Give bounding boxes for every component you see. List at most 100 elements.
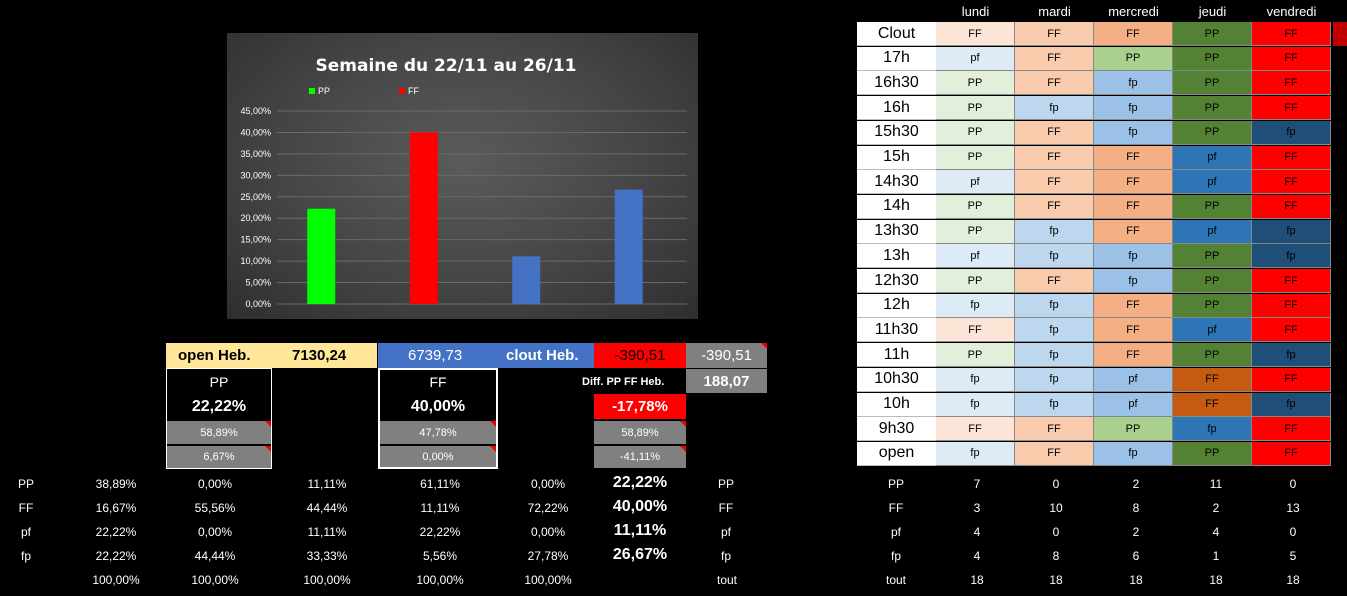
day-header-jeudi: jeudi <box>1198 4 1227 19</box>
table-cell: 16,67% <box>95 501 137 515</box>
schedule-cell: FF <box>1094 293 1173 318</box>
time-label: 12h <box>857 293 936 318</box>
table-cell: 22,22% <box>419 525 461 539</box>
schedule-cell: fp <box>1252 120 1331 145</box>
schedule-cell: FF <box>1173 392 1252 417</box>
count-cell: 3 <box>973 501 981 515</box>
table-cell: 0,00% <box>197 477 233 491</box>
schedule-cell: FF <box>1015 170 1094 195</box>
schedule-cell: FF <box>1015 417 1094 442</box>
diff-pct-cell: -17,78% <box>594 394 686 419</box>
schedule-cell: fp <box>1015 367 1094 392</box>
count-cell: 8 <box>1132 501 1140 515</box>
time-label: 16h30 <box>857 71 936 96</box>
row-tag: PP <box>717 477 735 491</box>
open-heb-value: 7130,24 <box>292 347 347 364</box>
schedule-cell: fp <box>1252 392 1331 417</box>
footer-cell: 100,00% <box>524 573 572 587</box>
y-tick-label: 15,00% <box>240 235 271 245</box>
schedule-cell: FF <box>1252 170 1331 195</box>
diff-sub2: -41,11% <box>594 446 686 468</box>
diff-label: Diff. PP FF Heb. <box>582 376 665 388</box>
y-tick-label: 5,00% <box>245 278 271 288</box>
schedule-cell: FF <box>1015 120 1094 145</box>
time-label: 11h <box>857 343 936 368</box>
schedule-cell: fp <box>1094 244 1173 269</box>
schedule-cell: PP <box>1173 244 1252 269</box>
time-label: Clout <box>857 22 936 46</box>
schedule-cell: fp <box>1173 417 1252 442</box>
day-header-mardi: mardi <box>1038 4 1071 19</box>
schedule-cell: PP <box>1173 96 1252 121</box>
pp-box <box>166 368 272 469</box>
day-header-mercredi: mercredi <box>1108 4 1159 19</box>
table-cell: 11,11% <box>307 525 347 539</box>
schedule-cell: PP <box>1173 71 1252 96</box>
count-cell: 0 <box>1289 525 1297 539</box>
ff-sub2: 0,00% <box>380 446 496 467</box>
table-cell: 44,44% <box>194 549 236 563</box>
clout-diff-value: -390,51 <box>614 347 666 364</box>
legend-swatch-pp <box>309 88 315 94</box>
time-label: 14h <box>857 194 936 219</box>
schedule-cell: fp <box>936 367 1015 392</box>
row-label: PP <box>17 477 35 491</box>
table-cell: 55,56% <box>194 501 236 515</box>
scroll-marker <box>1333 22 1347 46</box>
row-tag: pf <box>720 525 732 539</box>
schedule-cell: PP <box>1173 269 1252 293</box>
time-label: 12h30 <box>857 269 936 293</box>
ff-title: FF <box>429 374 447 390</box>
row-total: 40,00% <box>612 498 668 515</box>
row-tag: fp <box>720 549 732 563</box>
y-tick-label: 45,00% <box>240 106 271 116</box>
time-label: 13h <box>857 244 936 269</box>
clout-heb-cell <box>378 343 594 368</box>
schedule-cell: pf <box>1094 392 1173 417</box>
count-cell: 2 <box>1212 501 1220 515</box>
count-cell: 2 <box>1132 477 1140 491</box>
schedule-cell: fp <box>1015 318 1094 343</box>
schedule-cell: FF <box>1094 343 1173 368</box>
footer-cell: 100,00% <box>416 573 464 587</box>
chart-canvas: Semaine du 22/11 au 26/11 PP FF 0,00% 5,00% 1… <box>240 56 687 309</box>
schedule-cell: FF <box>1252 22 1331 46</box>
schedule-cell: FF <box>1015 269 1094 293</box>
legend-label-ff: FF <box>408 86 419 96</box>
schedule-cell: FF <box>936 417 1015 442</box>
schedule-cell: fp <box>936 293 1015 318</box>
day-header-vendredi: vendredi <box>1266 4 1317 19</box>
y-tick-label: 40,00% <box>240 127 271 137</box>
schedule-cell: PP <box>1094 46 1173 71</box>
count-cell: 2 <box>1132 525 1140 539</box>
schedule-cell: pf <box>1094 367 1173 392</box>
time-label: 13h30 <box>857 219 936 244</box>
schedule-cell: fp <box>1015 96 1094 121</box>
legend-label-pp: PP <box>318 86 330 96</box>
schedule-cell: PP <box>936 219 1015 244</box>
row-total: 11,11% <box>613 522 667 539</box>
row-label: fp <box>20 549 32 563</box>
schedule-cell: FF <box>1252 293 1331 318</box>
footer-cell: 100,00% <box>191 573 239 587</box>
schedule-cell: pf <box>1173 318 1252 343</box>
schedule-cell: PP <box>936 194 1015 219</box>
schedule-cell: FF <box>1094 170 1173 195</box>
count-cell: 4 <box>973 549 981 563</box>
table-cell: 22,22% <box>95 549 137 563</box>
schedule-cell: fp <box>1252 219 1331 244</box>
count-cell: 7 <box>973 477 981 491</box>
time-label: 15h <box>857 145 936 170</box>
table-cell: 11,11% <box>420 501 460 515</box>
legend-swatch-ff <box>399 88 405 94</box>
schedule-cell: PP <box>1173 441 1252 466</box>
schedule-cell: FF <box>1015 71 1094 96</box>
table-cell: 61,11% <box>420 477 460 491</box>
schedule-cell: FF <box>936 22 1015 46</box>
schedule-cell: FF <box>1015 194 1094 219</box>
clout-diff2-cell: -390,51 <box>686 343 767 368</box>
schedule-cell: fp <box>1094 71 1173 96</box>
diff-value-cell: 188,07 <box>686 369 767 393</box>
table-cell: 0,00% <box>530 477 566 491</box>
clout-heb-label: clout Heb. <box>506 347 579 364</box>
